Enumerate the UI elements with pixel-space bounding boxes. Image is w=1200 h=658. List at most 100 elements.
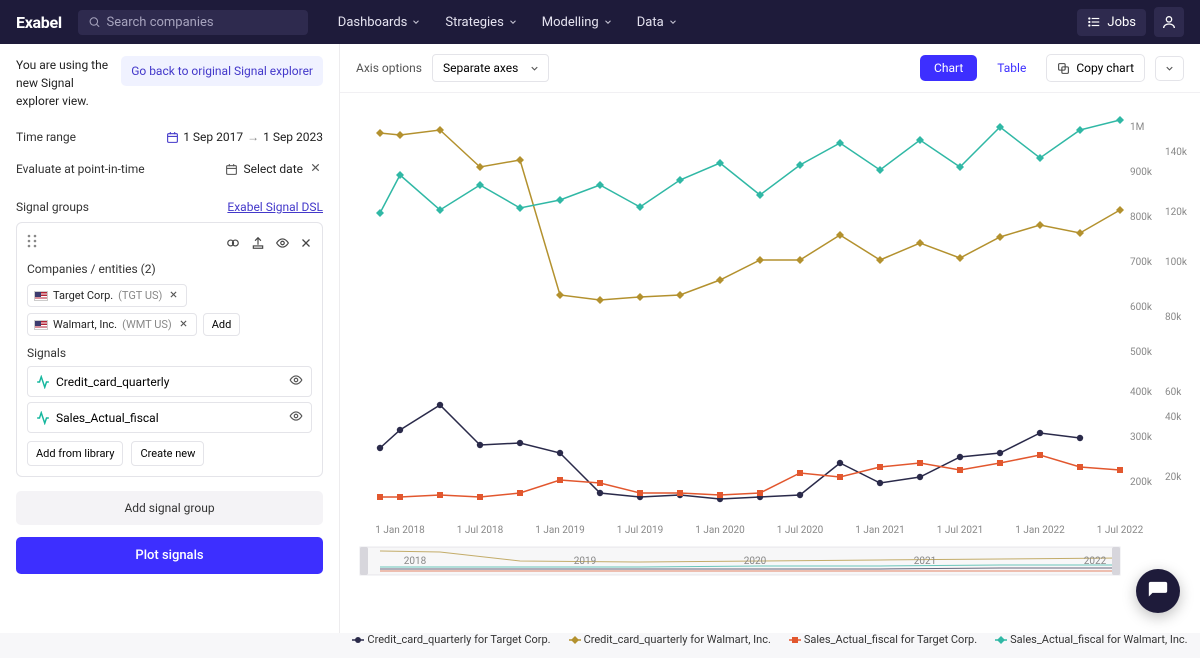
chart-tab[interactable]: Chart — [920, 55, 977, 81]
left-panel: You are using the new Signal explorer vi… — [0, 44, 340, 633]
nav-item-dashboards[interactable]: Dashboards — [328, 9, 432, 36]
axis-options-value: Separate axes — [443, 61, 518, 75]
drag-handle-icon[interactable] — [27, 233, 37, 252]
legend-marker-icon — [569, 635, 579, 645]
svg-text:2018: 2018 — [404, 556, 427, 567]
table-tab[interactable]: Table — [987, 55, 1036, 81]
legend-marker-icon — [995, 635, 1005, 645]
svg-text:1 Jan 2021: 1 Jan 2021 — [855, 525, 905, 536]
legend-marker-icon — [789, 635, 799, 645]
eye-icon[interactable] — [289, 373, 303, 390]
entity-chips: Target Corp.(TGT US) Walmart, Inc.(WMT US… — [27, 284, 312, 336]
svg-text:1 Jul 2019: 1 Jul 2019 — [617, 525, 664, 536]
svg-text:1 Jul 2018: 1 Jul 2018 — [457, 525, 504, 536]
svg-text:500k: 500k — [1130, 347, 1153, 358]
create-new-button[interactable]: Create new — [131, 441, 204, 466]
chart-legend: Credit_card_quarterly for Target Corp. Cr… — [340, 627, 1200, 658]
legend-item[interactable]: Sales_Actual_fiscal for Walmart, Inc. — [995, 633, 1187, 646]
copy-icon — [1057, 62, 1070, 75]
time-range-row: Time range 1 Sep 2017 → 1 Sep 2023 — [16, 122, 323, 152]
entity-chip[interactable]: Walmart, Inc.(WMT US) — [27, 313, 197, 336]
add-entity-button[interactable]: Add — [203, 313, 241, 336]
user-menu[interactable] — [1154, 7, 1184, 37]
line-chart[interactable]: 1M900k800k700k600k500k400k300k200k140k12… — [340, 93, 1200, 627]
svg-text:400k: 400k — [1130, 387, 1153, 398]
nav-item-data[interactable]: Data — [627, 9, 688, 36]
svg-text:800k: 800k — [1130, 212, 1153, 223]
copy-chart-menu[interactable] — [1155, 56, 1184, 81]
select-date-control[interactable]: Select date — [225, 160, 323, 178]
remove-chip-icon[interactable] — [177, 318, 190, 331]
calendar-icon — [225, 163, 238, 176]
svg-text:1 Jul 2022: 1 Jul 2022 — [1097, 525, 1144, 536]
signal-icon — [36, 411, 50, 425]
svg-text:60k: 60k — [1165, 387, 1182, 398]
eval-row: Evaluate at point-in-time Select date — [16, 152, 323, 186]
remove-chip-icon[interactable] — [167, 289, 180, 302]
svg-text:2022: 2022 — [1084, 556, 1107, 567]
clear-date-icon[interactable] — [308, 160, 323, 178]
chat-button[interactable] — [1136, 569, 1180, 613]
svg-text:2020: 2020 — [744, 556, 767, 567]
chart-body: 1M900k800k700k600k500k400k300k200k140k12… — [340, 93, 1200, 627]
entities-label: Companies / entities (2) — [27, 262, 312, 276]
close-icon[interactable] — [300, 237, 312, 249]
flag-us-icon — [34, 320, 48, 330]
add-signal-group-button[interactable]: Add signal group — [16, 491, 323, 525]
dsl-link[interactable]: Exabel Signal DSL — [227, 200, 323, 214]
jobs-button[interactable]: Jobs — [1077, 9, 1146, 36]
svg-text:100k: 100k — [1165, 257, 1188, 268]
svg-text:2019: 2019 — [574, 556, 596, 567]
signal-item[interactable]: Sales_Actual_fiscal — [27, 402, 312, 433]
notice-text: You are using the new Signal explorer vi… — [16, 56, 113, 110]
signal-group-card: Companies / entities (2) Target Corp.(TG… — [16, 222, 323, 477]
svg-text:80k: 80k — [1165, 312, 1182, 323]
svg-text:1 Jan 2022: 1 Jan 2022 — [1015, 525, 1065, 536]
svg-text:140k: 140k — [1165, 147, 1188, 158]
svg-text:40k: 40k — [1165, 412, 1182, 423]
nav-item-strategies[interactable]: Strategies — [435, 9, 527, 36]
entity-chip[interactable]: Target Corp.(TGT US) — [27, 284, 187, 307]
svg-text:20k: 20k — [1165, 472, 1182, 483]
legend-marker-icon — [352, 635, 362, 645]
svg-text:120k: 120k — [1165, 207, 1188, 218]
copy-chart-button[interactable]: Copy chart — [1046, 54, 1145, 82]
legend-item[interactable]: Credit_card_quarterly for Walmart, Inc. — [569, 633, 771, 646]
nav-item-modelling[interactable]: Modelling — [532, 9, 623, 36]
chat-icon — [1147, 580, 1169, 602]
jobs-label: Jobs — [1107, 15, 1136, 30]
time-range-value[interactable]: 1 Sep 2017 → 1 Sep 2023 — [166, 130, 323, 144]
signal-icon — [36, 375, 50, 389]
calendar-icon — [166, 131, 179, 144]
chevron-down-icon — [529, 63, 540, 74]
signals-label: Signals — [27, 346, 312, 360]
search-box[interactable] — [78, 10, 308, 35]
main-nav: DashboardsStrategiesModellingData — [328, 9, 688, 36]
eye-icon[interactable] — [275, 236, 290, 250]
svg-text:200k: 200k — [1130, 477, 1153, 488]
chart-toolbar: Axis options Separate axes Chart Table C… — [340, 44, 1200, 93]
eval-label: Evaluate at point-in-time — [16, 162, 145, 176]
axis-options-select[interactable]: Separate axes — [432, 54, 549, 82]
legend-item[interactable]: Credit_card_quarterly for Target Corp. — [352, 633, 550, 646]
svg-text:600k: 600k — [1130, 302, 1153, 313]
eye-icon[interactable] — [289, 409, 303, 426]
plot-signals-button[interactable]: Plot signals — [16, 537, 323, 574]
user-icon — [1161, 14, 1177, 30]
go-back-button[interactable]: Go back to original Signal explorer — [121, 56, 323, 86]
search-input[interactable] — [107, 15, 298, 30]
time-range-start: 1 Sep 2017 — [183, 130, 243, 144]
chevron-down-icon — [668, 17, 678, 27]
logo: Exabel — [16, 13, 62, 32]
app-header: Exabel DashboardsStrategiesModellingData… — [0, 0, 1200, 44]
svg-text:1 Jul 2021: 1 Jul 2021 — [937, 525, 984, 536]
signal-item[interactable]: Credit_card_quarterly — [27, 366, 312, 397]
svg-text:1 Jan 2019: 1 Jan 2019 — [535, 525, 585, 536]
svg-text:1 Jul 2020: 1 Jul 2020 — [777, 525, 824, 536]
link-icon[interactable] — [225, 236, 241, 250]
add-from-library-button[interactable]: Add from library — [27, 441, 123, 466]
chevron-down-icon — [411, 17, 421, 27]
search-icon — [88, 15, 101, 29]
export-icon[interactable] — [251, 236, 265, 250]
legend-item[interactable]: Sales_Actual_fiscal for Target Corp. — [789, 633, 977, 646]
